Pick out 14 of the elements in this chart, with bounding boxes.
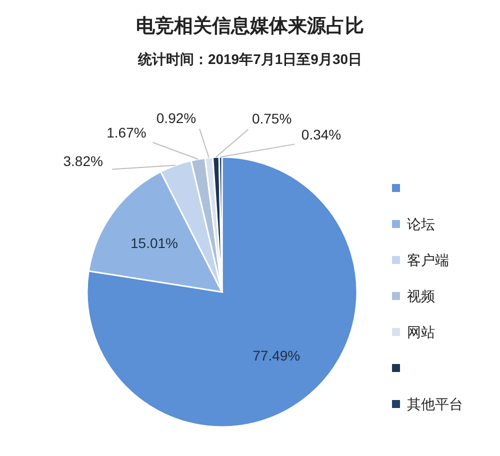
legend-label: 网站 [407,324,435,340]
legend-label: 客户端 [407,252,449,268]
data-label: 0.92% [156,110,196,126]
data-label: 0.75% [252,110,292,127]
legend-label: 视频 [407,288,435,304]
legend-label: 论坛 [407,216,435,232]
data-label: 15.01% [130,234,178,251]
data-label: 3.82% [63,153,103,170]
legend-label: 其他平台 [407,396,463,412]
data-label: 1.67% [106,124,146,141]
chart-title: 电竞相关信息媒体来源占比 [136,15,364,37]
data-label: 0.34% [301,126,342,142]
chart-subtitle: 统计时间：2019年7月1日至9月30日 [136,51,362,67]
data-label: 77.49% [252,348,300,364]
